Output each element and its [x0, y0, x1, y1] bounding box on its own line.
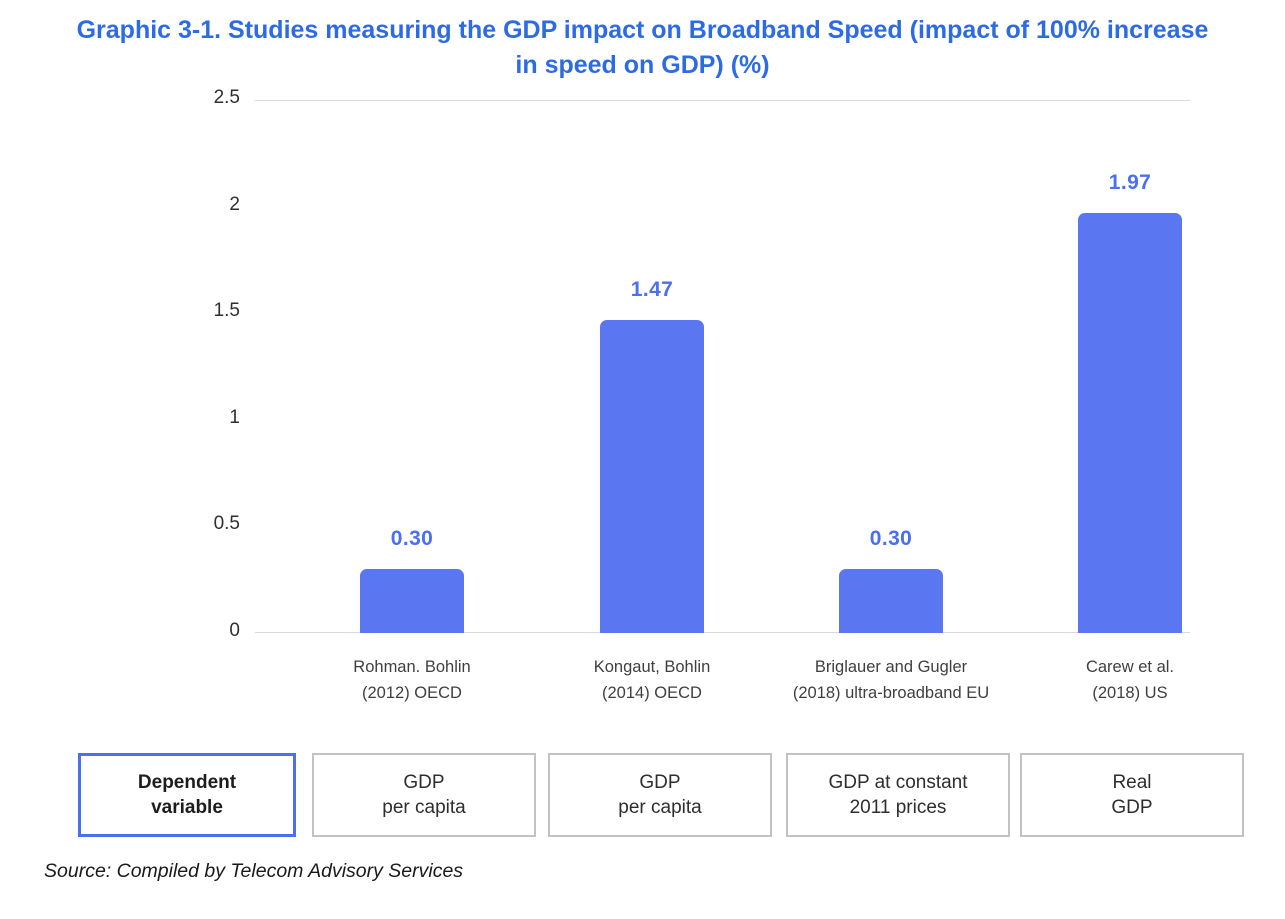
y-axis-tick-label: 2 — [229, 193, 240, 215]
bar-value-label: 1.97 — [1108, 171, 1152, 194]
category-label: Briglauer and Gugler (2018) ultra-broadba… — [792, 658, 990, 702]
source-note: Source: Compiled by Telecom Advisory Ser… — [44, 860, 464, 882]
dependent-variable-box: GDP per capita — [312, 753, 536, 837]
y-axis-tick-label: 0.5 — [213, 513, 240, 535]
bar-value-label: 0.30 — [390, 527, 434, 550]
bar-value-label: 1.47 — [630, 278, 674, 301]
y-axis-tick-label: 1 — [229, 406, 240, 428]
y-axis-tick-label: 0 — [229, 620, 240, 641]
y-axis-tick-label: 2.5 — [213, 87, 240, 108]
x-axis-line — [255, 632, 1190, 633]
dependent-variable-box: Real GDP — [1020, 753, 1244, 837]
top-gridline — [255, 100, 1190, 101]
y-axis-tick-label: 1.5 — [213, 300, 240, 322]
chart-title: Graphic 3-1. Studies measuring the GDP i… — [76, 16, 1209, 79]
bar-chart: 0 0.5 1 1.5 2 2.5 0.30 Rohman. Bohlin (2012) OEC… — [214, 87, 1190, 702]
dependent-variable-header-box: Dependent variable — [78, 753, 296, 837]
category-label: Rohman. Bohlin (2012) OECD — [353, 658, 471, 702]
dependent-variable-box: GDP at constant 2011 prices — [786, 753, 1010, 837]
category-label: Carew et al. (2018) US — [1085, 658, 1175, 702]
dependent-variable-box: GDP per capita — [548, 753, 772, 837]
bar — [839, 569, 943, 633]
dependent-variable-row: Dependent variable GDP per capita GDP per cap… — [0, 753, 1285, 837]
bar — [1078, 213, 1182, 633]
category-label: Kongaut, Bohlin (2014) OECD — [593, 658, 711, 702]
bar — [600, 320, 704, 633]
bar-value-label: 0.30 — [869, 527, 913, 550]
bar — [360, 569, 464, 633]
